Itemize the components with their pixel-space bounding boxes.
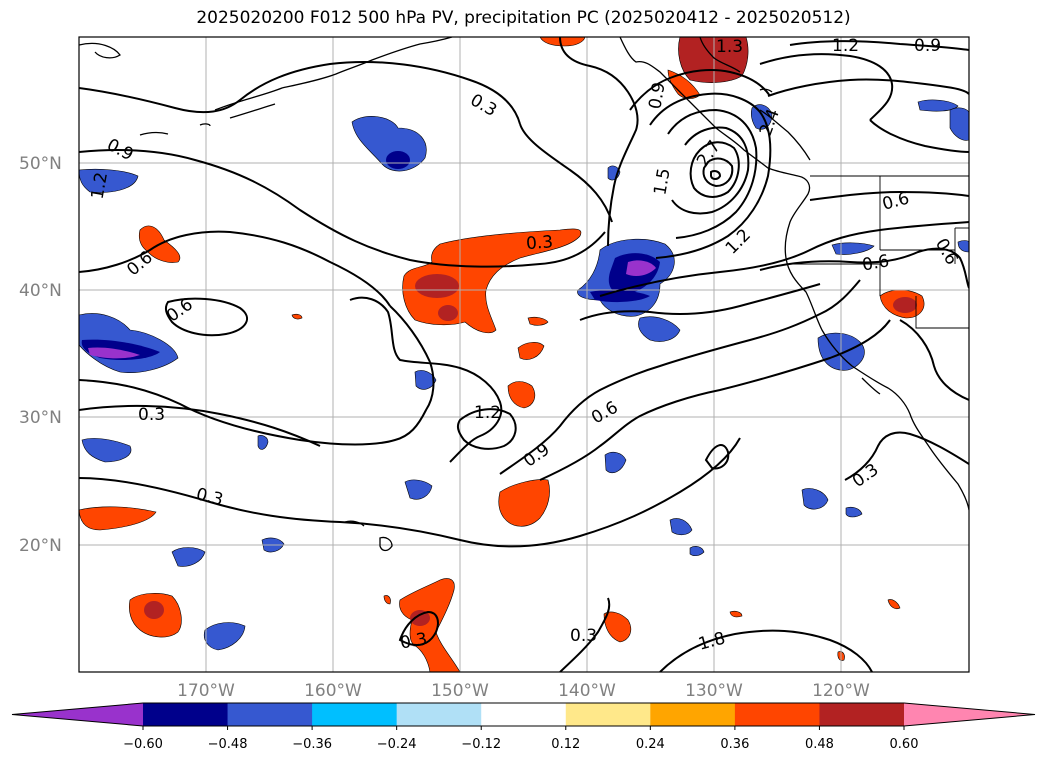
lat-tick-label: 50°N <box>19 154 62 174</box>
colorbar-tick-label: −0.36 <box>292 737 332 752</box>
colorbar-segment <box>227 703 313 726</box>
colorbar-segment <box>819 703 905 726</box>
colorbar-segment <box>143 703 229 726</box>
contour-label: 1.5 <box>650 167 674 197</box>
pv-contours <box>79 37 969 672</box>
contour-label: 1.2 <box>88 171 112 201</box>
map-panel: 0.3 0.9 1.2 0.6 0.6 0.3 0.3 1.2 0.9 0.6 … <box>79 36 969 672</box>
colorbar-extension-high <box>904 703 1035 726</box>
contour-label: 0.3 <box>138 405 165 425</box>
colorbar-tick-label: 0.36 <box>720 737 749 752</box>
colorbar-extension-low <box>12 703 143 726</box>
colorbar-segment <box>312 703 398 726</box>
colorbar-tick-label: −0.60 <box>123 737 163 752</box>
map-frame <box>78 36 970 673</box>
colorbar-tick-label: 0.12 <box>551 737 580 752</box>
contour-label: 1.2 <box>832 36 859 56</box>
lon-tick-label: 150°W <box>431 681 489 701</box>
lat-tick-label: 40°N <box>19 281 62 301</box>
colorbar-tick-label: −0.24 <box>377 737 417 752</box>
contour-label: 0.9 <box>645 81 669 111</box>
colorbar-tick-label: 0.48 <box>805 737 834 752</box>
colorbar-tick-label: 0.24 <box>636 737 665 752</box>
contour-label: 1.2 <box>474 403 501 423</box>
lat-tick-labels: 50°N 40°N 30°N 20°N <box>19 154 62 556</box>
state-borders <box>790 175 969 329</box>
contour-label: 0.3 <box>570 626 597 646</box>
lon-tick-labels: 170°W 160°W 150°W 140°W 130°W 120°W <box>177 681 870 701</box>
contour-label: 0.3 <box>525 232 553 254</box>
colorbar-segment <box>481 703 567 726</box>
lon-tick-label: 170°W <box>177 681 235 701</box>
colorbar-tick-label: 0.60 <box>890 737 919 752</box>
precip-positive-shading <box>79 37 925 672</box>
colorbar-tick-label: −0.12 <box>461 737 501 752</box>
lon-tick-label: 140°W <box>558 681 616 701</box>
lat-tick-label: 30°N <box>19 408 62 428</box>
lon-tick-label: 160°W <box>304 681 362 701</box>
contour-label: 0.3 <box>399 629 429 653</box>
colorbar: −0.60 −0.48 −0.36 −0.24 −0.12 0.12 0.24 0.36 0.4… <box>11 702 1036 752</box>
colorbar-tick-label: −0.48 <box>208 737 248 752</box>
map-title: 2025020200 F012 500 hPa PV, precipitatio… <box>196 8 851 28</box>
colorbar-segment <box>650 703 736 726</box>
graticule <box>79 37 969 672</box>
colorbar-segment <box>565 703 651 726</box>
contour-label: 0.9 <box>914 36 941 56</box>
lon-tick-label: 120°W <box>812 681 870 701</box>
precip-negative-shading <box>79 99 969 651</box>
contour-label: 1.3 <box>716 37 743 57</box>
contour-label: 0.6 <box>861 251 891 275</box>
colorbar-segment <box>396 703 482 726</box>
colorbar-segment <box>734 703 820 726</box>
lat-tick-label: 20°N <box>19 536 62 556</box>
lon-tick-label: 130°W <box>685 681 743 701</box>
